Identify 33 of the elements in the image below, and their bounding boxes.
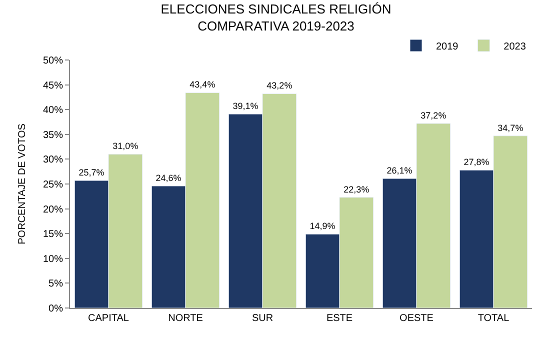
legend-label: 2019 [436,41,459,52]
x-tick-label: NORTE [168,313,204,324]
legend-label: 2023 [504,41,526,52]
y-tick-label: 10% [42,254,64,265]
y-tick-label: 20% [42,204,64,216]
x-tick-label: TOTAL [478,313,510,324]
data-label: 27,8% [464,157,490,168]
y-tick-label: 40% [42,105,64,116]
y-tick-label: 35% [42,130,64,141]
x-tick-label: OESTE [400,313,434,324]
data-label: 26,1% [386,166,412,176]
y-axis-title: PORCENTAJE DE VOTOS [16,123,28,244]
data-label: 25,7% [78,168,104,178]
x-tick-label: SUR [252,313,274,324]
y-tick-label: 50% [42,56,64,66]
x-tick-label: CAPITAL [88,313,130,324]
chart-title: ELECCIONES SINDICALES RELIGIÓN COMPARATIVA 2019-2023 [160,2,392,34]
x-tick-label: ESTE [326,313,353,324]
data-label: 39,1% [232,101,258,112]
y-tick-label: 5% [48,278,64,290]
data-label: 31,0% [112,141,138,152]
data-label: 22,3% [344,184,370,194]
y-tick-label: 30% [42,154,64,166]
data-label: 34,7% [498,122,524,133]
y-tick-label: 25% [42,180,64,190]
data-label: 14,9% [310,221,336,232]
data-label: 37,2% [420,110,446,120]
y-tick-label: 45% [42,80,64,92]
data-label: 24,6% [156,172,182,183]
data-label: 43,4% [190,80,216,90]
y-tick-label: 0% [48,304,64,314]
y-tick-label: 15% [42,229,64,240]
data-label: 43,2% [266,80,292,91]
